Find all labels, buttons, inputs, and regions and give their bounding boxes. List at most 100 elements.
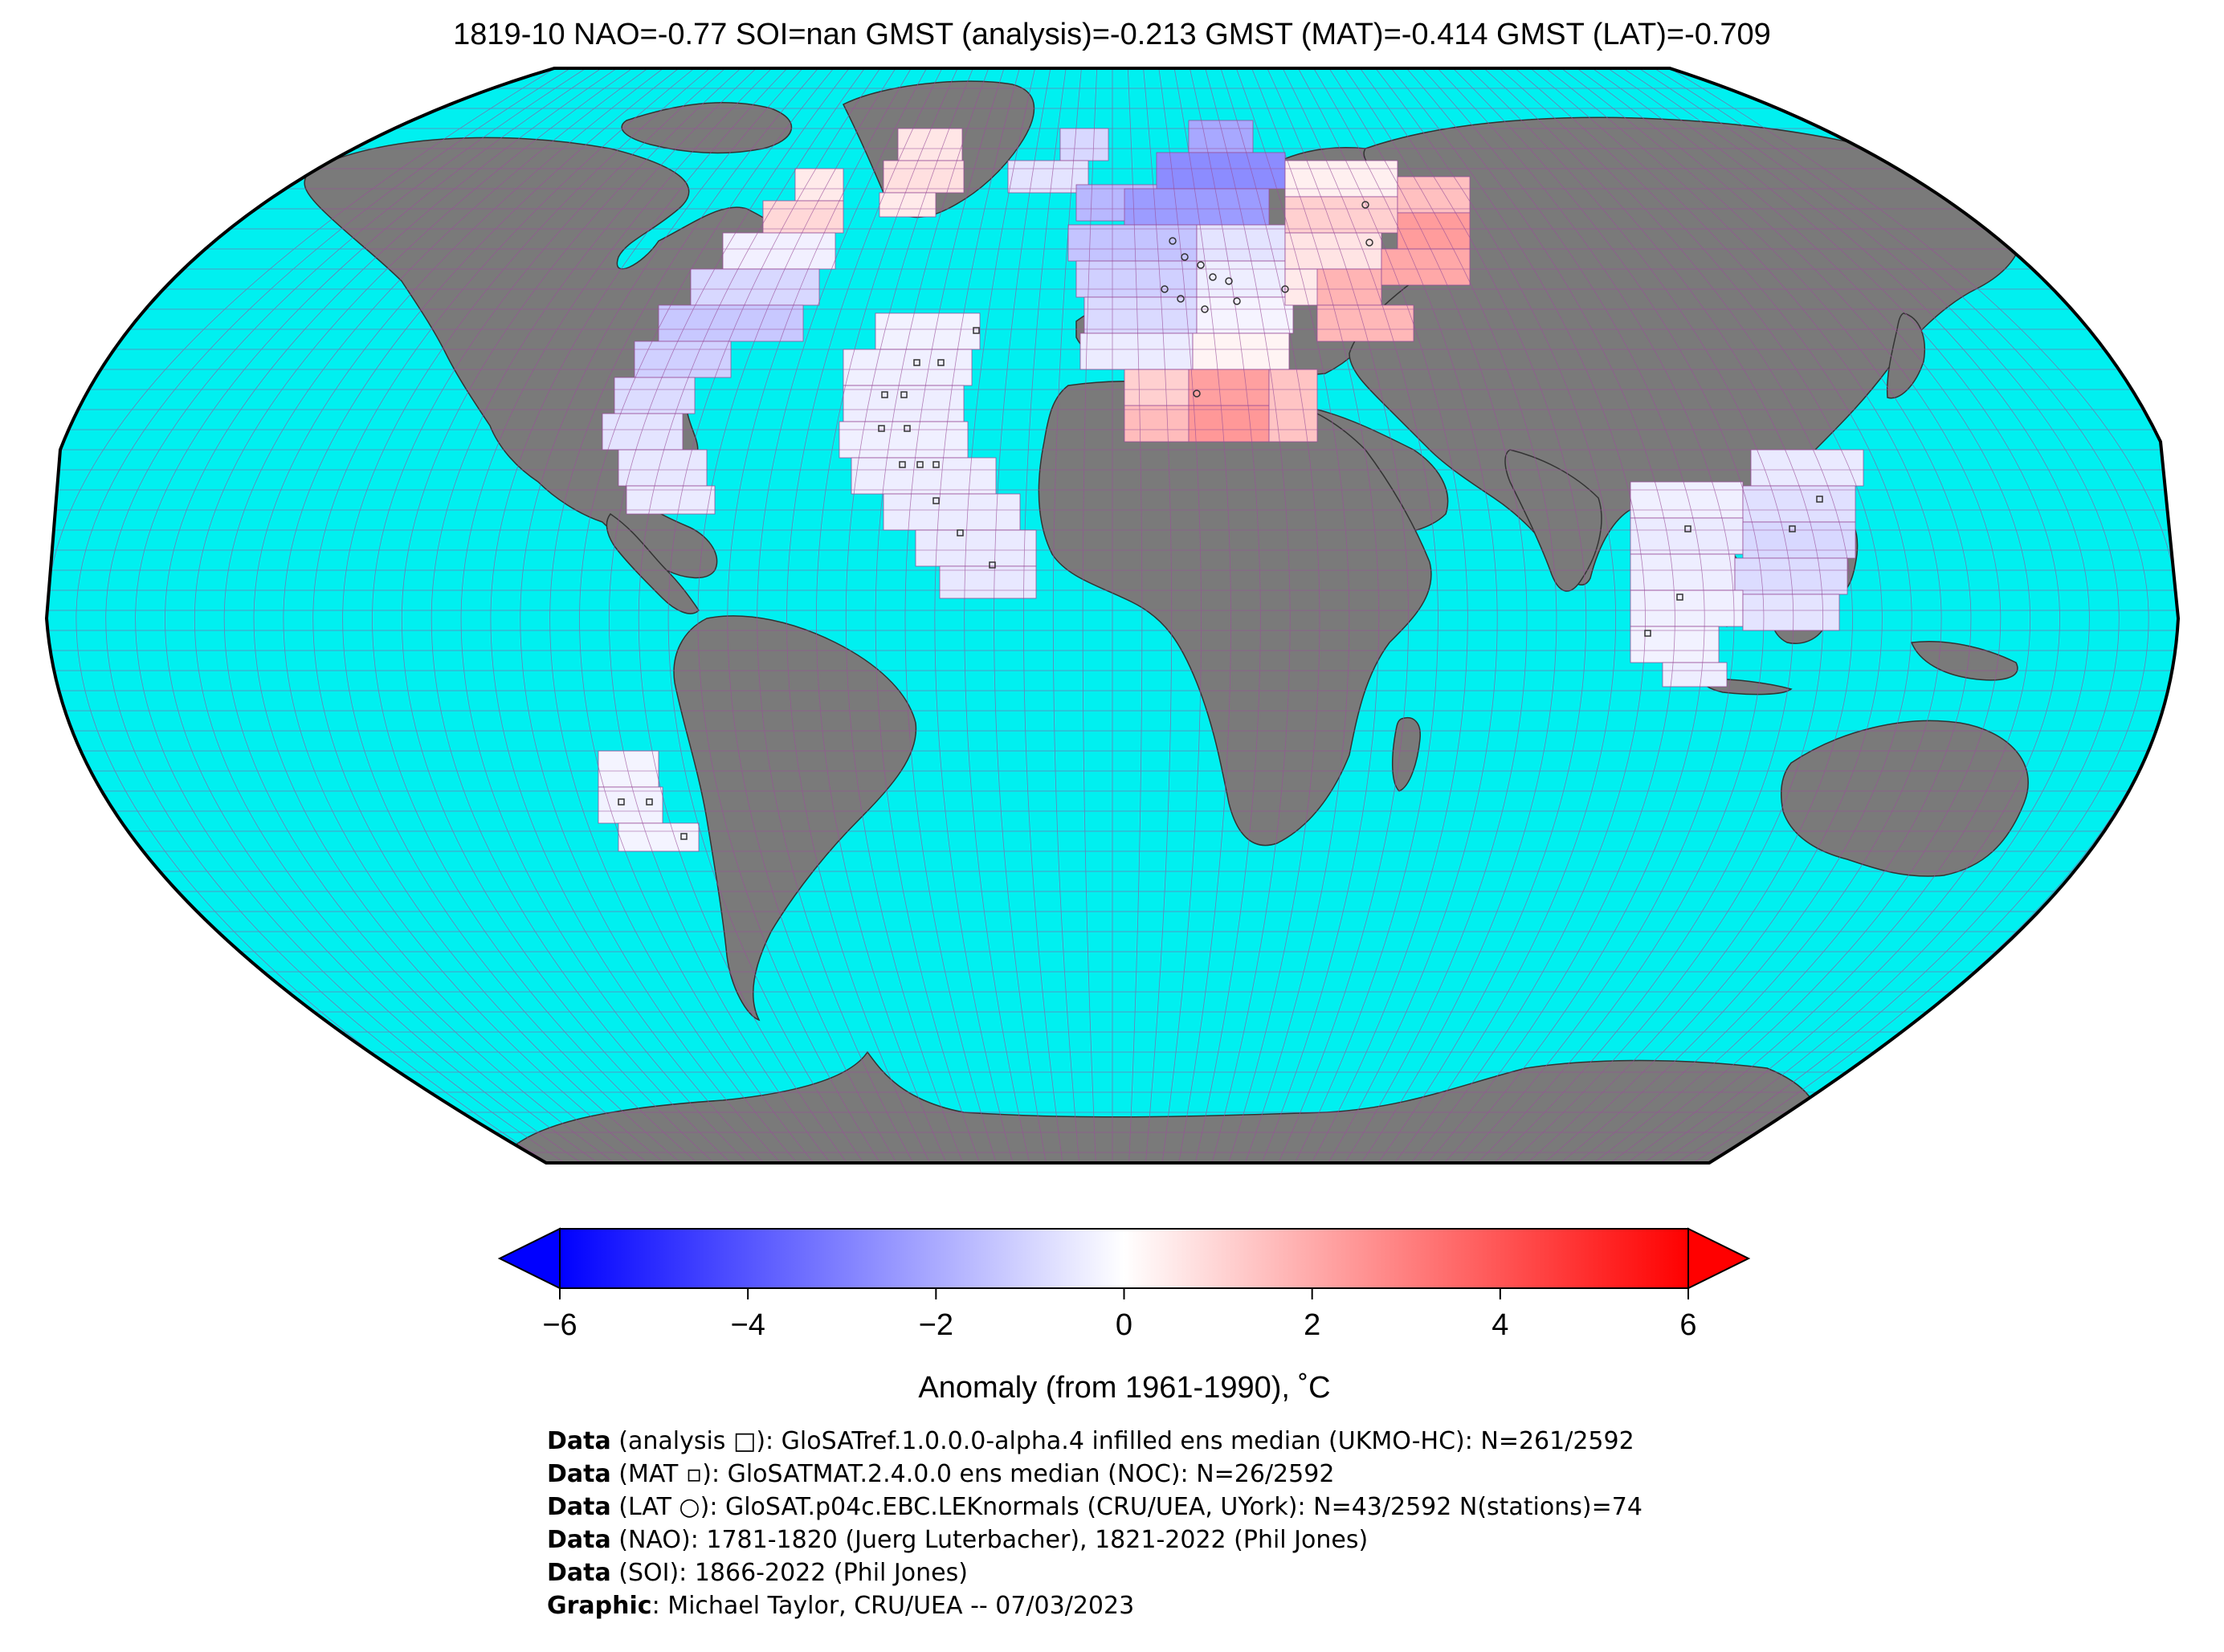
graticule-meridian (1375, 68, 1617, 1163)
credit-label: Data (547, 1493, 611, 1521)
graticule-meridian (757, 68, 928, 1163)
graticule-meridian (1592, 68, 2031, 1163)
graticule-meridian (1082, 68, 1098, 1163)
marker-circle (1197, 261, 1205, 269)
marker-circle (1361, 201, 1369, 209)
marker-circle (1169, 237, 1177, 245)
graticule-meridian (608, 68, 850, 1163)
marker-square (646, 798, 653, 806)
graticule-meridian (727, 68, 912, 1163)
graticule-meridian (1235, 68, 1350, 1163)
colorbar-tick-label: 6 (1679, 1308, 1696, 1342)
graticule-meridian (1452, 68, 1765, 1163)
graticule-meridian (490, 68, 788, 1163)
marker-square (913, 359, 920, 366)
graticule-meridian (342, 68, 711, 1163)
credits: Data (analysis □): GloSATref.1.0.0.0-alp… (547, 1425, 1642, 1622)
graticule-meridian (75, 68, 571, 1163)
marker-square (1684, 525, 1691, 532)
anomaly-cell (1316, 304, 1414, 342)
anomaly-cell (1124, 188, 1270, 226)
colorbar-ticks: −6 −4 −2 0 2 4 6 (542, 1288, 1697, 1342)
marker-circle (1193, 390, 1201, 398)
graticule-meridian (875, 68, 990, 1163)
graticule-meridian (667, 68, 881, 1163)
credit-line: Data (MAT ▫): GloSATMAT.2.4.0.0 ens medi… (547, 1458, 1642, 1491)
graticule-meridian (1483, 68, 1824, 1163)
marker-circle (1225, 277, 1233, 285)
anomaly-cell (1750, 449, 1864, 487)
anomaly-cell (1397, 212, 1471, 250)
graticule-meridian (1561, 68, 1972, 1163)
graticule-meridian (1530, 68, 1912, 1163)
anomaly-cell (1188, 369, 1270, 406)
marker-circle (1177, 295, 1185, 303)
graticule-meridian (1437, 68, 1735, 1163)
graticule-meridian (1158, 68, 1202, 1163)
marker-circle (1233, 297, 1241, 305)
colorbar-tick-label: −6 (542, 1308, 577, 1342)
graticule-meridian (372, 68, 726, 1163)
credit-text: (analysis □): GloSATref.1.0.0.0-alpha.4 … (610, 1427, 1634, 1455)
map-boundary (44, 67, 2181, 1165)
anomaly-cell (1284, 196, 1398, 234)
anomaly-cell (1192, 332, 1290, 370)
graticule-meridian (1545, 68, 1942, 1163)
credit-line: Data (NAO): 1781-1820 (Juerg Luterbacher… (547, 1524, 1642, 1556)
credit-label: Data (547, 1460, 611, 1488)
anomaly-cell (879, 192, 937, 218)
graticule-latitudes (47, 68, 2178, 1153)
anomaly-cell (762, 200, 844, 234)
graticule-meridian (1638, 68, 2120, 1163)
credit-text: : Michael Taylor, CRU/UEA -- 07/03/2023 (651, 1592, 1135, 1620)
graticule-meridian (312, 68, 695, 1163)
marker-square (973, 327, 980, 334)
credit-label: Data (547, 1526, 611, 1554)
colorbar-tick-label: −2 (919, 1308, 953, 1342)
credit-label: Data (547, 1427, 611, 1455)
graticule-meridian (1267, 68, 1410, 1163)
graticule-meridian (1190, 68, 1261, 1163)
marker-square (899, 461, 906, 468)
anomaly-cell (1007, 160, 1089, 194)
graticule-meridians (47, 68, 2178, 1163)
marker-circle (1161, 285, 1169, 293)
graticule-meridian (549, 68, 819, 1163)
graticule-meridian (1622, 68, 2090, 1163)
colorbar-gradient (559, 1228, 1689, 1289)
graticule-meridian (431, 68, 757, 1163)
graticule-meridian (1313, 68, 1498, 1163)
marker-square (937, 359, 945, 366)
anomaly-cell (1124, 369, 1190, 406)
graticule-meridian (1654, 68, 2149, 1163)
credit-text: (LAT ○): GloSAT.p04c.EBC.LEKnormals (CRU… (610, 1493, 1642, 1521)
graticule-meridian (904, 68, 1005, 1163)
graticule-meridian (1220, 68, 1320, 1163)
anomaly-cell (843, 349, 973, 386)
marker-square (618, 798, 625, 806)
marker-square (932, 461, 940, 468)
graticule-meridian (1607, 68, 2060, 1163)
anomaly-cell (1742, 521, 1856, 559)
graticule-meridian (1390, 68, 1646, 1163)
anomaly-cell (1124, 405, 1190, 443)
graticule-meridian (1468, 68, 1794, 1163)
graticule-meridian (194, 68, 633, 1163)
anomaly-cell (1662, 662, 1728, 687)
graticule-meridian (1023, 68, 1067, 1163)
marker-square (878, 425, 885, 432)
colorbar-tick-label: 0 (1116, 1308, 1132, 1342)
graticule-meridian (786, 68, 943, 1163)
anomaly-cell (1742, 485, 1856, 523)
land-south-america (673, 615, 917, 1022)
graticule-meridian (1205, 68, 1291, 1163)
graticule-meridian (1143, 68, 1173, 1163)
anomaly-cell (1196, 296, 1294, 334)
credit-line: Data (analysis □): GloSATref.1.0.0.0-alp… (547, 1425, 1642, 1458)
map-title: 1819-10 NAO=-0.77 SOI=nan GMST (analysis… (453, 18, 1771, 51)
graticule-meridian (697, 68, 896, 1163)
graticule-meridian (1052, 68, 1082, 1163)
colorbar-tick-label: −4 (731, 1308, 765, 1342)
